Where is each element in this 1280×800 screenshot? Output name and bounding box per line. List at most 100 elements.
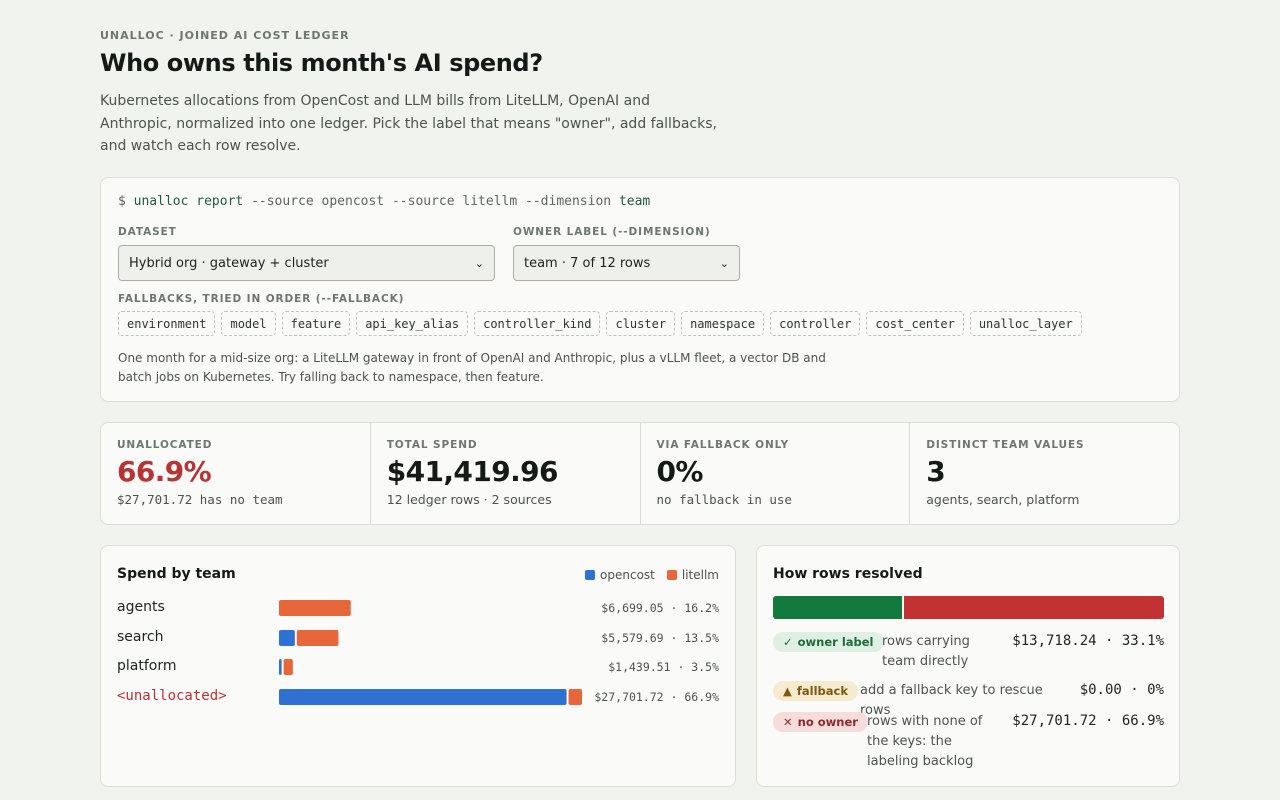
- bar-litellm: [568, 689, 582, 705]
- fallback-chip[interactable]: feature: [281, 311, 351, 336]
- chart-legend: opencost litellm: [585, 568, 719, 582]
- eyebrow: UNALLOC · JOINED AI COST LEDGER: [100, 29, 350, 42]
- stat-sub: 12 ledger rows · 2 sources: [386, 492, 552, 507]
- value-label: $27,701.72 · 66.9%: [594, 690, 719, 704]
- fallback-chip[interactable]: cost_center: [866, 311, 964, 336]
- resolution-segment-owner-label: [773, 596, 903, 619]
- pill-label: no owner: [797, 715, 858, 729]
- category-label: agents: [117, 599, 165, 615]
- resolution-segment-no-owner: [902, 596, 1164, 619]
- resolution-card: How rows resolved ✓ owner label rows car…: [756, 545, 1180, 787]
- resolution-bar: [773, 596, 1164, 619]
- fallback-chip[interactable]: unalloc_layer: [969, 311, 1082, 336]
- legend-swatch: [666, 570, 677, 580]
- page-title: Who owns this month's AI spend?: [100, 49, 543, 77]
- dataset-label: DATASET: [118, 226, 177, 238]
- dataset-select-value: Hybrid org · gateway + cluster: [129, 255, 329, 271]
- resolution-row-fallback: ▲ fallback add a fallback key to rescue …: [773, 681, 1164, 718]
- bar-svg: [279, 659, 293, 675]
- intro-text: Kubernetes allocations from OpenCost and…: [100, 93, 717, 154]
- stat-sub: agents, search, platform: [926, 492, 1080, 507]
- fallback-chip[interactable]: api_key_alias: [356, 311, 469, 336]
- command-flags: --source opencost --source litellm --dim…: [251, 194, 612, 209]
- resolution-title: How rows resolved: [773, 566, 923, 582]
- pill-label: fallback: [796, 684, 848, 698]
- chevron-down-icon: ⌄: [474, 256, 484, 270]
- owner-select[interactable]: team · 7 of 12 rows ⌄: [513, 245, 740, 281]
- bar-litellm: [279, 600, 351, 616]
- legend-item-litellm: litellm: [666, 568, 719, 582]
- owner-select-value: team · 7 of 12 rows: [524, 255, 651, 271]
- stat-sub: no fallback in use: [656, 492, 792, 507]
- legend-label: litellm: [681, 568, 719, 582]
- stat-value: $41,419.96: [386, 455, 559, 488]
- stat-value: 0%: [656, 455, 704, 488]
- bar-row: [279, 630, 584, 646]
- bar-svg: [279, 600, 351, 616]
- fallback-chips: environment model feature api_key_alias …: [118, 311, 1082, 336]
- stat-total-spend: TOTAL SPEND $41,419.96 12 ledger rows · …: [371, 423, 641, 524]
- category-label: search: [117, 629, 164, 645]
- x-icon: ✕: [783, 715, 793, 729]
- resolution-desc: rows carrying team directly: [882, 634, 970, 669]
- bar-row: [279, 659, 584, 675]
- fallback-chip[interactable]: environment: [118, 311, 216, 336]
- command-value: team: [618, 194, 651, 209]
- stats-strip: UNALLOCATED 66.9% $27,701.72 has no team…: [100, 422, 1180, 525]
- resolution-amount: $13,718.24 · 33.1%: [1012, 633, 1164, 649]
- bar-row: [279, 600, 584, 616]
- stat-unallocated: UNALLOCATED 66.9% $27,701.72 has no team: [101, 423, 371, 524]
- resolution-amount: $0.00 · 0%: [1079, 682, 1164, 698]
- bar-opencost: [279, 689, 567, 705]
- fallback-chip[interactable]: model: [221, 311, 276, 336]
- command-bin: unalloc: [133, 194, 189, 209]
- resolution-desc: rows with none of the keys: the labeling…: [867, 714, 983, 769]
- command-line: $ unalloc report --source opencost --sou…: [118, 194, 650, 209]
- pill-fallback: ▲ fallback: [773, 681, 858, 701]
- stat-label: UNALLOCATED: [117, 439, 213, 451]
- dataset-description: One month for a mid-size org: a LiteLLM …: [118, 351, 826, 384]
- bar-opencost: [279, 659, 282, 675]
- owner-label: OWNER LABEL (--DIMENSION): [513, 226, 711, 238]
- resolution-row-no-owner: ✕ no owner rows with none of the keys: t…: [773, 712, 1164, 772]
- stat-label: TOTAL SPEND: [386, 439, 478, 451]
- spend-chart-card: Spend by team opencost litellm agents $6…: [100, 545, 736, 787]
- triangle-icon: ▲: [783, 684, 792, 698]
- pill-label: owner label: [797, 635, 874, 649]
- fallback-chip[interactable]: cluster: [606, 311, 676, 336]
- category-label: platform: [117, 658, 177, 674]
- fallback-chip[interactable]: controller_kind: [474, 311, 601, 336]
- bar-svg: [279, 689, 582, 705]
- category-label: <unallocated>: [117, 688, 227, 704]
- fallback-chip[interactable]: namespace: [681, 311, 765, 336]
- bar-row: [279, 689, 584, 705]
- value-label: $1,439.51 · 3.5%: [608, 660, 719, 674]
- legend-label: opencost: [600, 568, 655, 582]
- bar-opencost: [279, 630, 295, 646]
- stat-label: DISTINCT TEAM VALUES: [926, 439, 1085, 451]
- bar-litellm: [296, 630, 339, 646]
- dataset-select[interactable]: Hybrid org · gateway + cluster ⌄: [118, 245, 495, 281]
- pill-owner-label: ✓ owner label: [773, 632, 884, 652]
- resolution-desc: add a fallback key to rescue rows: [860, 683, 1043, 718]
- check-icon: ✓: [783, 635, 793, 649]
- stat-sub: $27,701.72 has no team: [117, 492, 283, 507]
- stat-distinct-values: DISTINCT TEAM VALUES 3 agents, search, p…: [910, 423, 1179, 524]
- value-label: $6,699.05 · 16.2%: [601, 601, 719, 615]
- stat-fallback-only: VIA FALLBACK ONLY 0% no fallback in use: [641, 423, 911, 524]
- chevron-down-icon: ⌄: [719, 256, 729, 270]
- stat-label: VIA FALLBACK ONLY: [656, 439, 790, 451]
- stat-value: 3: [926, 455, 946, 488]
- resolution-amount: $27,701.72 · 66.9%: [1012, 713, 1164, 729]
- legend-swatch: [585, 570, 596, 580]
- resolution-row-owner: ✓ owner label rows carrying team directl…: [773, 632, 1164, 672]
- stat-value: 66.9%: [117, 455, 212, 488]
- legend-item-opencost: opencost: [585, 568, 655, 582]
- controls-card: $ unalloc report --source opencost --sou…: [100, 177, 1180, 402]
- command-sub: report: [196, 194, 244, 209]
- chart-title: Spend by team: [117, 566, 236, 582]
- fallback-chip[interactable]: controller: [770, 311, 861, 336]
- bar-litellm: [283, 659, 293, 675]
- bar-svg: [279, 630, 339, 646]
- pill-no-owner: ✕ no owner: [773, 712, 868, 732]
